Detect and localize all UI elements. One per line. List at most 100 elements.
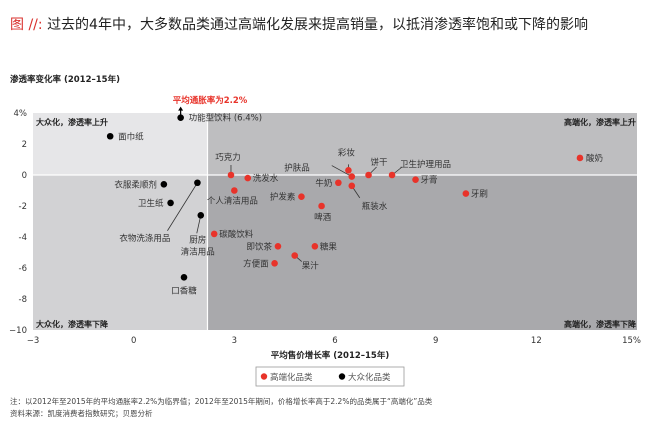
data-label: 功能型饮料 (6.4%)	[189, 113, 262, 124]
data-point	[388, 171, 396, 179]
data-point-group: 护肤品	[284, 163, 356, 180]
data-point	[274, 243, 282, 250]
data-point-group: 卫生纸	[138, 198, 174, 209]
x-tick-label: 15%	[622, 336, 641, 346]
data-label: 面巾纸	[118, 131, 144, 142]
data-point-group: 口香糖	[171, 274, 197, 296]
data-label: 清洁用品	[181, 246, 215, 257]
quadrant-label-top-right: 高端化，渗透率上升	[564, 117, 636, 127]
legend-marker-mass	[338, 373, 346, 380]
quadrant-label-bottom-right: 高端化，渗透率下降	[564, 319, 637, 329]
data-label: 牙膏	[421, 175, 438, 186]
data-point	[318, 202, 325, 210]
data-point-group: 功能型饮料 (6.4%)	[177, 106, 262, 124]
data-point-group: 饼干	[365, 157, 389, 179]
data-point	[106, 132, 114, 140]
data-point-group: 护发素	[270, 192, 305, 203]
data-point-group: 酸奶	[576, 153, 603, 164]
x-tick-label: 9	[433, 336, 438, 346]
y-tick-label: -6	[19, 264, 27, 274]
data-label: 糖果	[320, 241, 338, 252]
x-tick-label: −3	[27, 336, 40, 346]
data-point	[210, 230, 218, 238]
data-label: 衣物洗涤用品	[119, 233, 170, 244]
data-point	[462, 190, 470, 197]
data-label: 即饮茶	[246, 241, 272, 252]
data-point-group: 即饮茶	[246, 241, 282, 252]
axes: −3 0 3 6 9 12 15% 4% 2 0 -2 -4 -6 -8 −10	[9, 109, 641, 346]
quadrant-bottom-left	[33, 175, 208, 330]
data-point	[311, 243, 319, 250]
data-point-group: 牙刷	[462, 190, 488, 200]
off-scale-arrowhead	[178, 106, 184, 111]
data-label: 巧克力	[215, 152, 241, 163]
data-point	[298, 193, 305, 200]
y-tick-label: 0	[22, 171, 27, 181]
source-note: 资料来源：凯度消费者指数研究；贝恩分析	[10, 409, 153, 418]
y-tick-label: -2	[19, 202, 27, 212]
data-point	[348, 173, 356, 180]
quadrant-label-bottom-left: 大众化，渗透率下降	[36, 319, 109, 329]
quadrant-label-top-left: 大众化，渗透率上升	[36, 117, 108, 127]
y-tick-label: 2	[22, 140, 27, 150]
data-point	[227, 171, 235, 179]
leader-line	[167, 182, 198, 231]
data-point	[345, 167, 352, 174]
data-point	[244, 174, 252, 182]
data-label: 厨房	[189, 234, 206, 245]
x-tick-label: 3	[232, 336, 237, 346]
data-point-group: 啤酒	[314, 202, 332, 223]
data-label: 卫生护理用品	[400, 159, 451, 170]
data-point	[180, 274, 188, 281]
x-tick-label: 0	[131, 336, 136, 346]
data-point-group: 衣服柔顺剂	[114, 179, 168, 190]
data-point-group: 巧克力	[215, 152, 241, 179]
legend: 高端化品类 大众化品类	[255, 366, 405, 387]
data-label: 瓶装水	[362, 201, 388, 212]
legend-marker-premium	[260, 373, 268, 380]
x-tick-label: 12	[531, 336, 542, 346]
data-point	[167, 199, 174, 207]
data-point	[197, 212, 205, 219]
data-point-group: 瓶装水	[348, 182, 388, 212]
data-point-group: 糖果	[311, 241, 338, 252]
data-label: 碳酸饮料	[219, 229, 254, 240]
data-point-group: 牛奶	[315, 178, 342, 189]
data-label: 牙刷	[471, 190, 488, 200]
footnote: 注：以2012年至2015年的平均通胀率2.2%为临界值；2012年至2015年…	[10, 397, 433, 406]
data-point	[412, 176, 419, 183]
legend-label-premium: 高端化品类	[270, 372, 313, 383]
threshold-label: 平均通胀率为2.2%	[173, 95, 248, 106]
data-point-group: 洗发水	[244, 173, 279, 184]
data-point-group: 果汁	[291, 252, 320, 272]
data-label: 彩妆	[338, 147, 356, 158]
quadrant-top-left	[33, 113, 208, 175]
y-tick-label: 4%	[14, 109, 28, 119]
data-point-group: 衣物洗涤用品	[119, 179, 201, 244]
data-label: 啤酒	[314, 212, 332, 223]
data-label: 口香糖	[171, 285, 197, 296]
data-point	[194, 179, 201, 187]
data-point-group: 方便面	[243, 258, 278, 269]
data-label: 衣服柔顺剂	[114, 179, 157, 190]
data-label: 饼干	[371, 157, 389, 168]
y-tick-label: -8	[19, 295, 27, 305]
data-point-group: 个人清洁用品	[207, 187, 258, 207]
data-label: 护发素	[270, 192, 296, 203]
quadrant-bottom-right	[207, 175, 637, 330]
data-point	[348, 182, 356, 190]
data-label: 个人清洁用品	[207, 196, 258, 207]
data-label: 果汁	[302, 261, 320, 272]
data-label: 酸奶	[586, 153, 603, 164]
y-tick-label: −10	[9, 326, 27, 336]
legend-box	[255, 366, 405, 387]
leader-line	[331, 165, 352, 177]
x-axis-label: 平均售价增长率 (2012–15年)	[271, 350, 390, 361]
data-point	[335, 179, 342, 187]
data-point	[365, 171, 372, 179]
data-label: 方便面	[243, 258, 269, 269]
data-point	[160, 181, 168, 188]
